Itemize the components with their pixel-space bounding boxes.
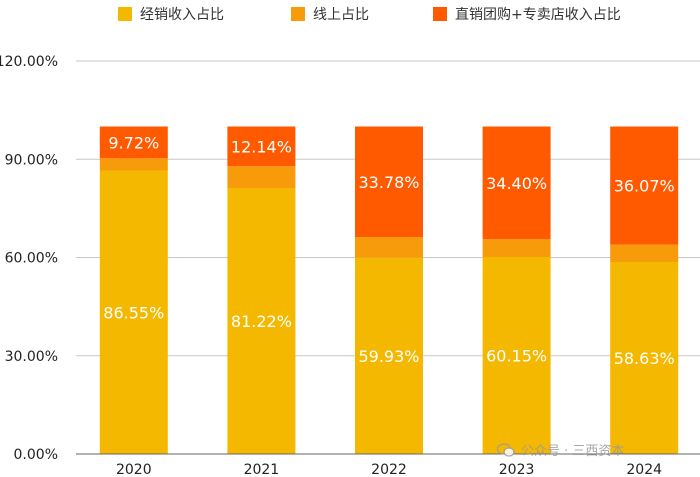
data-label: 34.40% xyxy=(486,174,547,193)
data-label: 9.72% xyxy=(108,133,159,152)
bar-segment xyxy=(355,237,423,258)
bar-segment xyxy=(227,166,296,189)
watermark: 公众号 · 三西资本 xyxy=(497,440,624,459)
bar-segment xyxy=(99,126,168,159)
y-tick-label: 120.00% xyxy=(0,54,58,70)
x-tick-label: 2024 xyxy=(626,462,662,477)
legend-swatch xyxy=(433,7,447,21)
data-label: 86.55% xyxy=(103,303,164,322)
bar-segment xyxy=(610,244,679,262)
data-label: 12.14% xyxy=(231,137,292,156)
bar-segment xyxy=(99,158,168,171)
y-tick-label: 60.00% xyxy=(5,251,58,267)
wechat-icon xyxy=(497,442,515,457)
legend-label: 经销收入占比 xyxy=(140,7,224,23)
data-label: 59.93% xyxy=(358,347,419,366)
bar-segment xyxy=(355,126,423,238)
legend-item-direct: 直销团购+专卖店收入占比 xyxy=(433,4,621,24)
legend-label: 直销团购+专卖店收入占比 xyxy=(455,7,621,23)
data-label: 58.63% xyxy=(614,349,675,368)
data-label: 60.15% xyxy=(486,347,547,366)
x-tick-label: 2020 xyxy=(116,462,152,477)
x-tick-label: 2022 xyxy=(371,462,407,477)
x-tick-label: 2023 xyxy=(499,462,535,477)
legend-item-online: 线上占比 xyxy=(291,4,369,24)
y-tick-label: 30.00% xyxy=(5,349,58,365)
bar-segment xyxy=(482,239,551,258)
legend-item-distribution: 经销收入占比 xyxy=(118,4,224,24)
watermark-text: 公众号 · 三西资本 xyxy=(521,444,625,459)
legend-swatch xyxy=(291,7,305,21)
bar-segment xyxy=(482,126,551,240)
bar-segment xyxy=(610,261,679,454)
bar-segment xyxy=(610,126,679,245)
y-tick-label: 0.00% xyxy=(14,447,58,463)
bar-segment xyxy=(227,188,296,454)
data-label: 81.22% xyxy=(231,312,292,331)
bar-segment xyxy=(482,257,551,454)
bar-segment xyxy=(227,126,296,167)
legend-swatch xyxy=(118,7,132,21)
bar-segment xyxy=(355,257,423,454)
legend-label: 线上占比 xyxy=(313,7,369,23)
data-label: 33.78% xyxy=(358,173,419,192)
legend: 经销收入占比 线上占比 直销团购+专卖店收入占比 xyxy=(0,2,700,26)
x-tick-label: 2021 xyxy=(244,462,280,477)
bar-segment xyxy=(99,170,168,454)
y-tick-label: 90.00% xyxy=(5,152,58,168)
data-label: 36.07% xyxy=(614,177,675,196)
